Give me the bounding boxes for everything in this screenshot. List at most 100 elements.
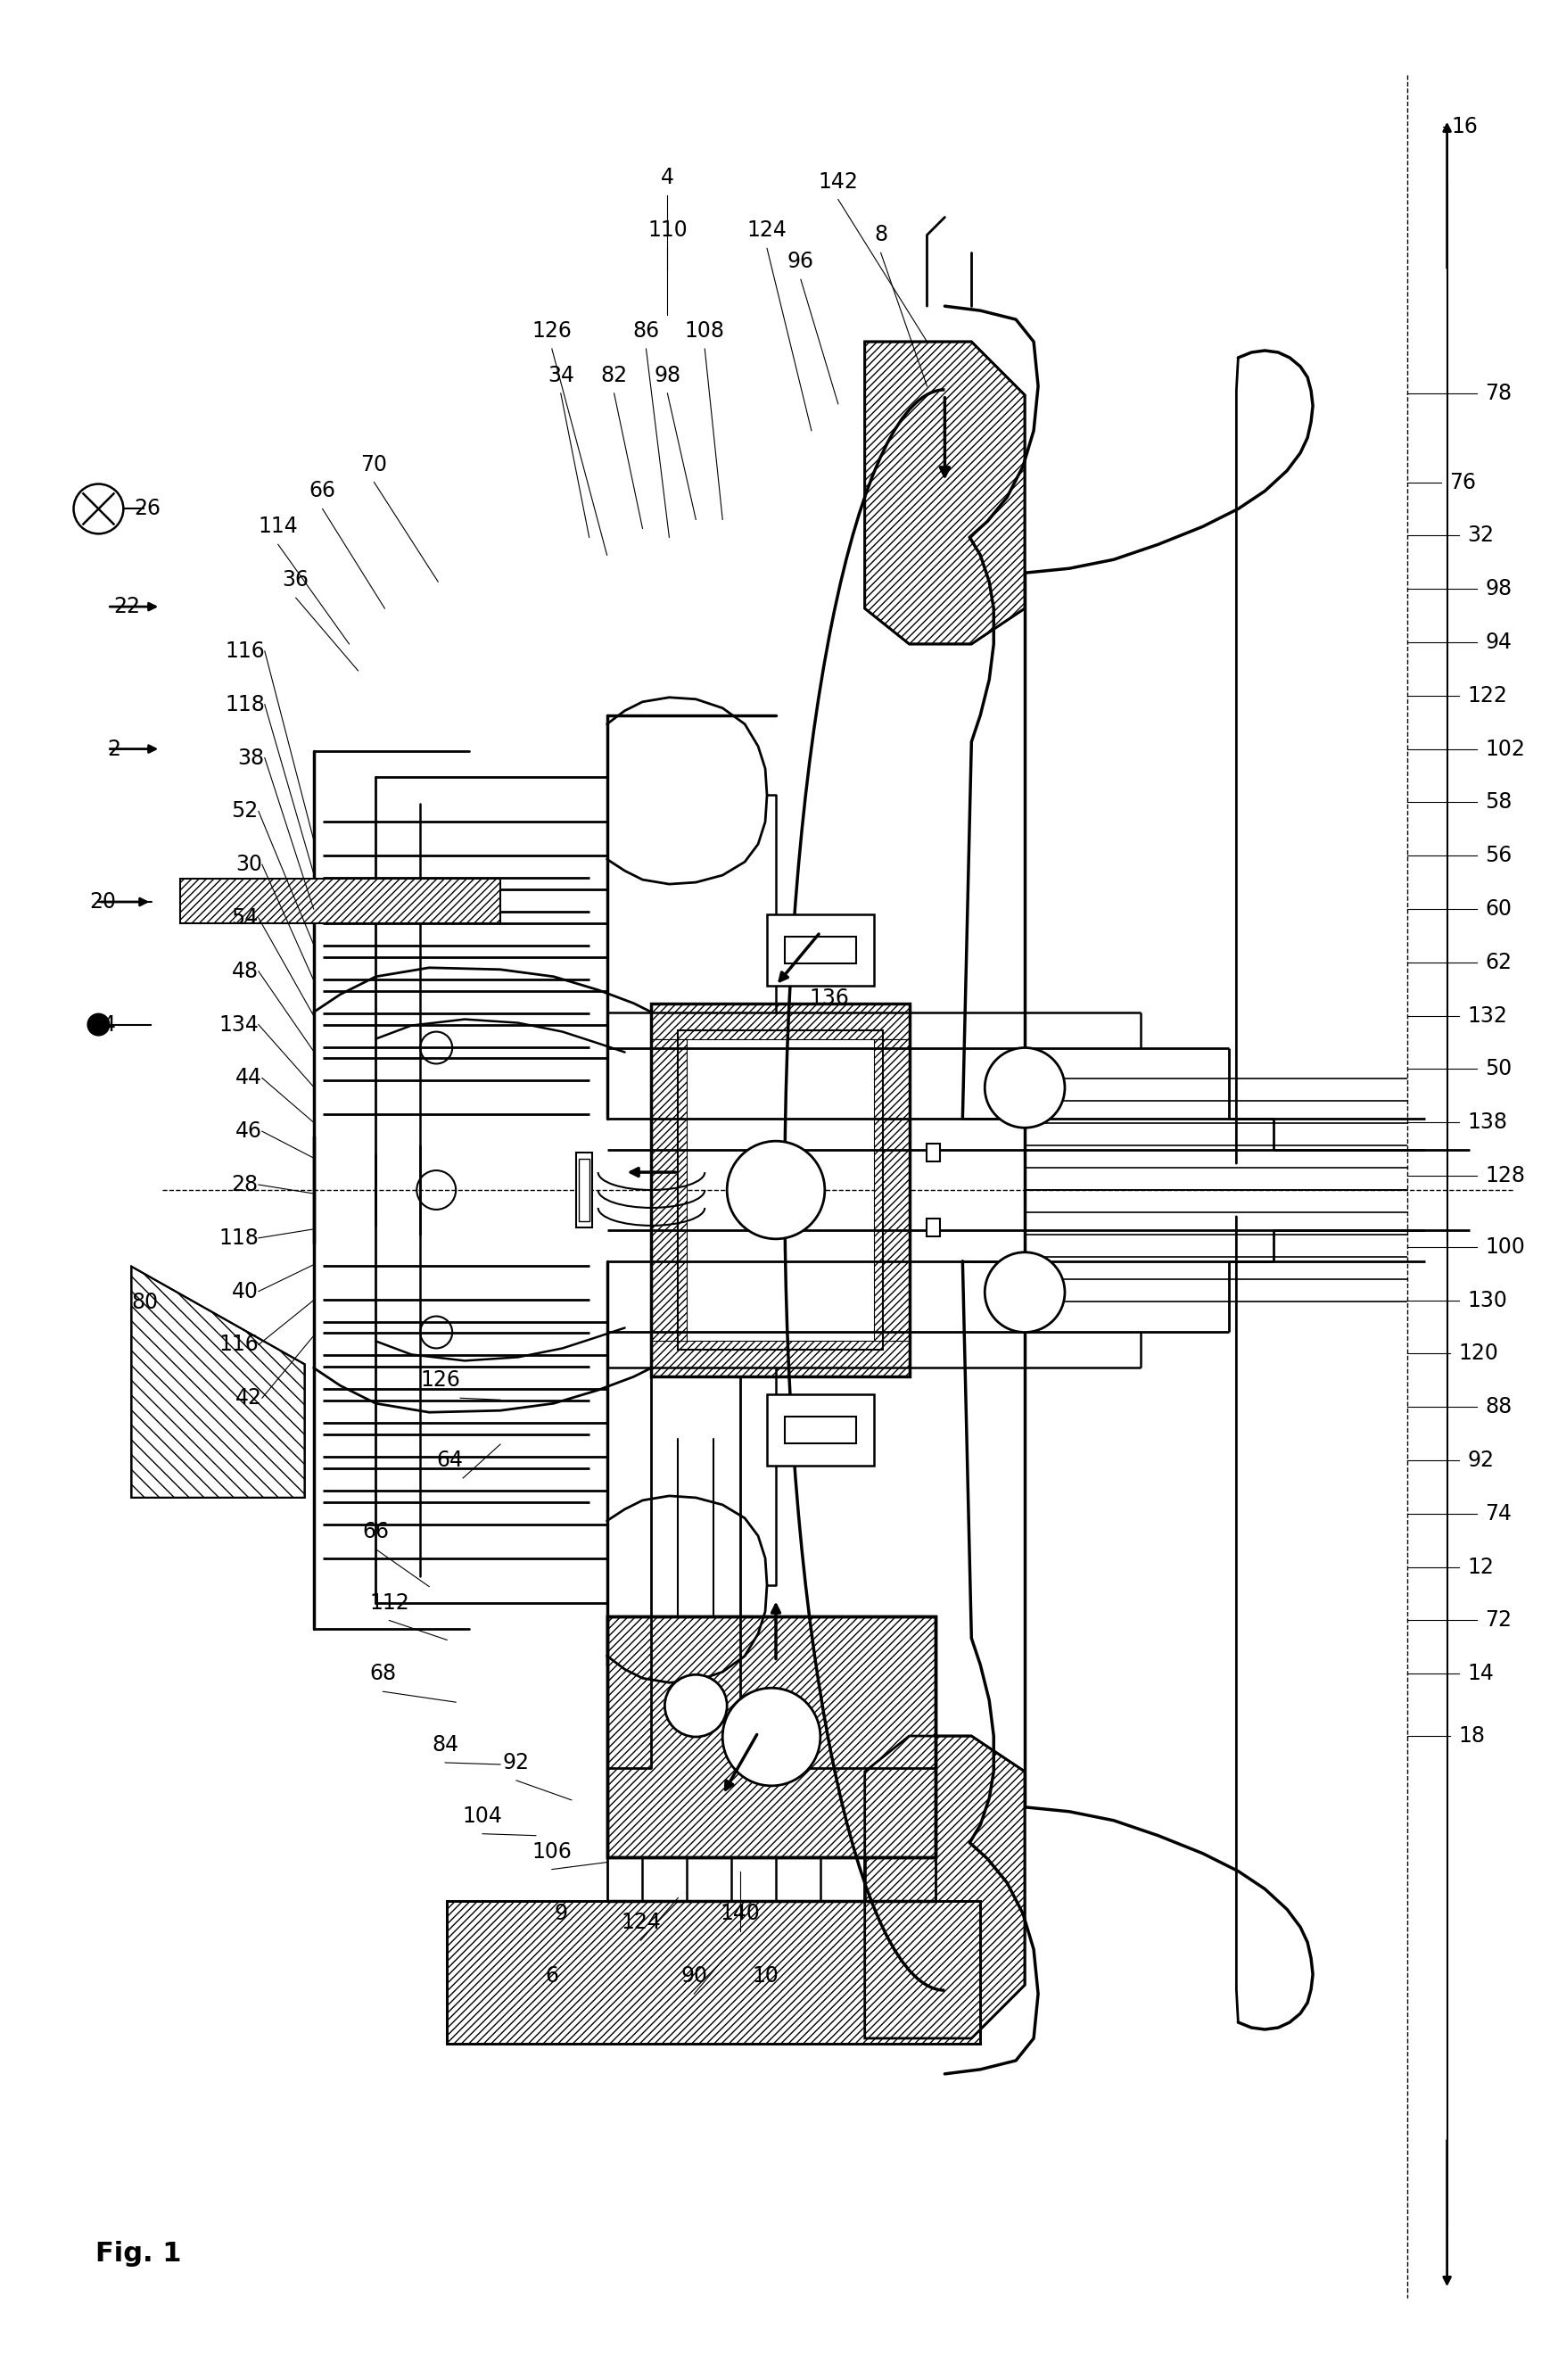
Text: 92: 92 [1468, 1449, 1494, 1471]
Text: 132: 132 [1468, 1004, 1508, 1026]
Text: 134: 134 [218, 1014, 259, 1035]
Bar [678, 1031, 882, 1349]
Circle shape [723, 1687, 821, 1785]
Text: 24: 24 [90, 1014, 117, 1035]
Text: 28: 28 [232, 1173, 259, 1195]
Text: 58: 58 [1485, 793, 1513, 814]
Text: 70: 70 [361, 455, 388, 476]
Text: 30: 30 [235, 854, 262, 876]
Text: 94: 94 [1485, 631, 1513, 652]
Text: 34: 34 [547, 364, 575, 386]
Text: 46: 46 [235, 1121, 262, 1142]
Text: 60: 60 [1485, 897, 1513, 919]
Text: 98: 98 [654, 364, 681, 386]
Text: 56: 56 [1485, 845, 1513, 866]
Circle shape [985, 1047, 1064, 1128]
Text: 50: 50 [1485, 1059, 1513, 1081]
Text: 40: 40 [232, 1280, 259, 1302]
Text: 4: 4 [661, 167, 675, 188]
Text: 2: 2 [108, 738, 122, 759]
Text: 136: 136 [809, 988, 849, 1009]
Text: 68: 68 [369, 1664, 396, 1685]
Bar [576, 1152, 592, 1228]
Text: 14: 14 [1468, 1664, 1494, 1685]
Text: 22: 22 [114, 595, 140, 616]
Text: 26: 26 [134, 497, 160, 519]
Polygon shape [181, 878, 500, 923]
Text: 104: 104 [463, 1806, 503, 1828]
Text: 118: 118 [218, 1228, 259, 1250]
Circle shape [985, 1252, 1064, 1333]
Text: 130: 130 [1468, 1290, 1508, 1311]
Polygon shape [447, 1902, 980, 2044]
Text: 38: 38 [238, 747, 265, 769]
Text: 110: 110 [648, 219, 687, 240]
Text: 142: 142 [818, 171, 858, 193]
Text: 124: 124 [620, 1911, 661, 1933]
Bar [767, 1395, 874, 1466]
Text: 32: 32 [1468, 526, 1494, 547]
Polygon shape [131, 1266, 305, 1497]
Text: 138: 138 [1468, 1111, 1508, 1133]
Text: 64: 64 [436, 1449, 463, 1471]
Text: 54: 54 [232, 907, 259, 928]
Text: 52: 52 [232, 800, 259, 821]
Text: 116: 116 [224, 640, 265, 662]
Text: 82: 82 [601, 364, 628, 386]
Text: 122: 122 [1468, 685, 1508, 707]
Text: 78: 78 [1485, 383, 1513, 405]
Bar [767, 914, 874, 985]
Text: 106: 106 [531, 1840, 572, 1861]
Text: 88: 88 [1485, 1397, 1513, 1418]
Text: 66: 66 [363, 1521, 390, 1542]
Text: 92: 92 [503, 1752, 530, 1773]
Text: 6: 6 [545, 1966, 559, 1987]
Text: 86: 86 [633, 321, 659, 343]
Text: 16: 16 [1452, 117, 1479, 138]
Text: 48: 48 [232, 962, 259, 983]
Text: 102: 102 [1485, 738, 1525, 759]
Text: 80: 80 [131, 1292, 159, 1314]
Text: 44: 44 [235, 1066, 262, 1088]
Text: 12: 12 [1468, 1557, 1494, 1578]
Text: 116: 116 [218, 1335, 259, 1357]
Text: 112: 112 [369, 1592, 410, 1614]
Text: 8: 8 [874, 224, 888, 245]
Text: 42: 42 [235, 1388, 262, 1409]
Text: 90: 90 [681, 1966, 707, 1987]
Text: 74: 74 [1485, 1504, 1513, 1523]
Bar [608, 1616, 936, 1856]
Bar [651, 1342, 910, 1376]
Bar [578, 1159, 589, 1221]
Bar [927, 1145, 941, 1161]
Text: 100: 100 [1485, 1235, 1525, 1257]
Text: 114: 114 [259, 516, 298, 538]
Polygon shape [865, 1735, 1025, 2037]
Text: 140: 140 [720, 1904, 760, 1925]
Text: 98: 98 [1485, 578, 1513, 600]
Bar [785, 938, 855, 964]
Circle shape [728, 1140, 824, 1240]
Text: 84: 84 [432, 1735, 458, 1756]
Text: 96: 96 [787, 250, 815, 271]
Text: 36: 36 [282, 569, 308, 590]
Bar [927, 1219, 941, 1235]
Text: 20: 20 [90, 890, 117, 912]
Text: 128: 128 [1485, 1166, 1525, 1188]
Circle shape [665, 1676, 728, 1737]
Bar [874, 1038, 910, 1342]
Text: 66: 66 [308, 481, 337, 502]
Text: 76: 76 [1450, 471, 1477, 493]
Text: 62: 62 [1485, 952, 1513, 973]
Polygon shape [865, 343, 1025, 645]
Bar [785, 1416, 855, 1442]
Text: 72: 72 [1485, 1609, 1513, 1630]
Text: 108: 108 [684, 321, 724, 343]
Text: 9: 9 [555, 1904, 567, 1925]
Bar [651, 1038, 687, 1342]
Text: 118: 118 [224, 695, 265, 716]
Text: 120: 120 [1458, 1342, 1499, 1364]
Bar [651, 1004, 910, 1038]
Circle shape [87, 1014, 109, 1035]
Text: Fig. 1: Fig. 1 [97, 2240, 182, 2266]
